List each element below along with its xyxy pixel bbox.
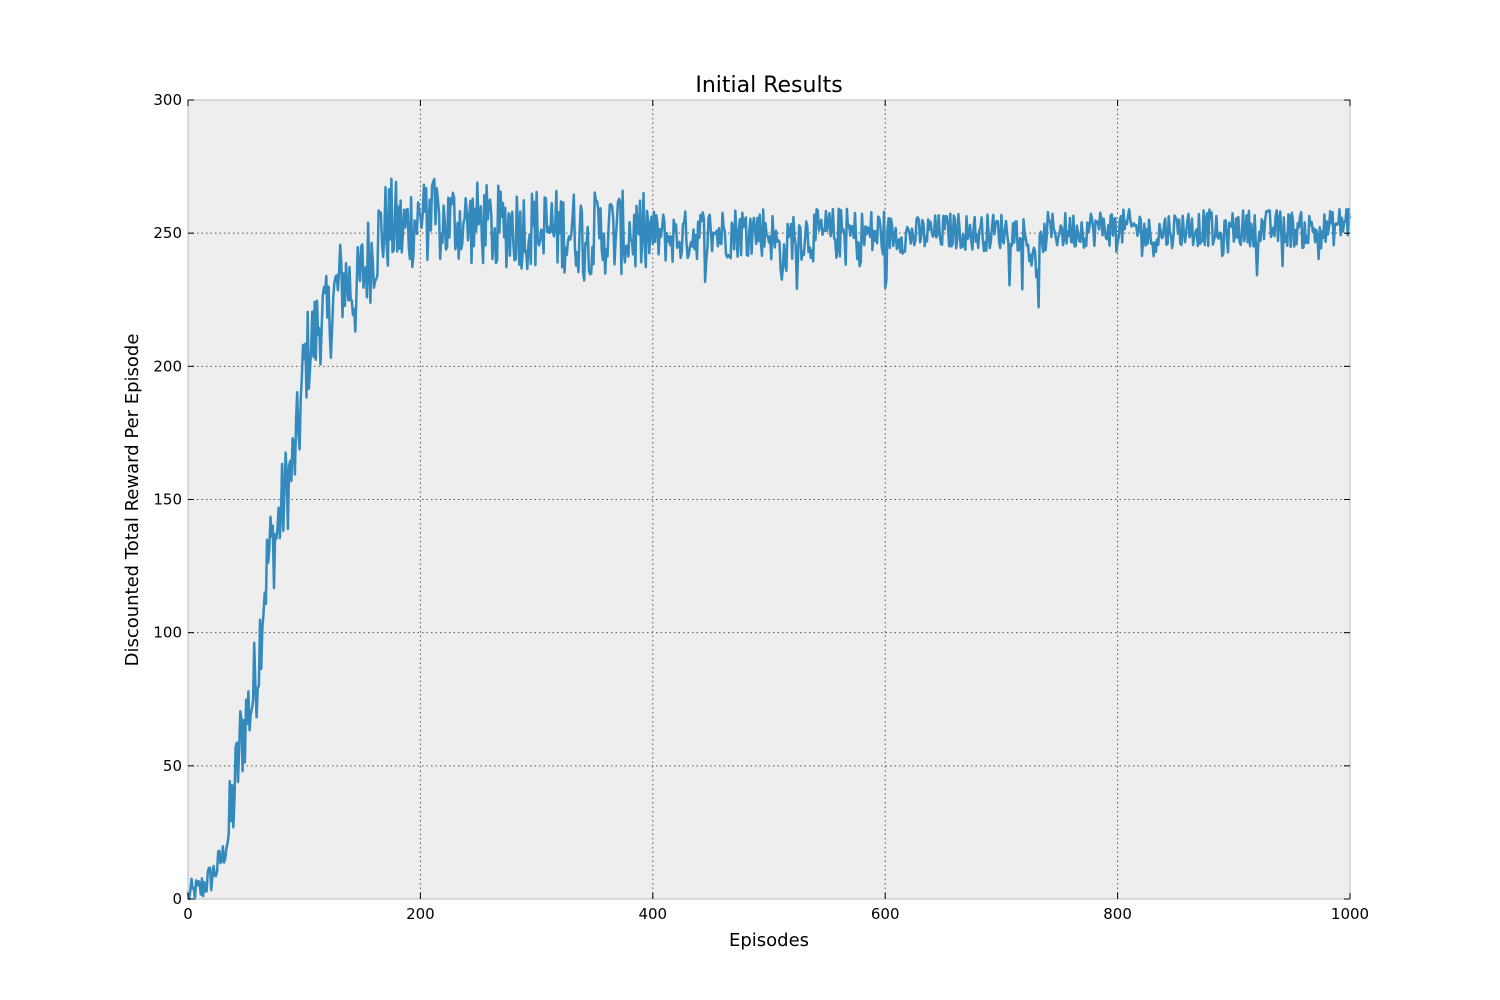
y-axis-label: Discounted Total Reward Per Episode (122, 334, 143, 667)
x-tick-label: 800 (1103, 905, 1132, 923)
x-tick-label: 1000 (1331, 905, 1369, 923)
x-tick-label: 600 (871, 905, 900, 923)
x-axis-ticks: 0 200 400 600 800 1000 (183, 100, 1369, 923)
y-tick-label: 200 (153, 357, 182, 375)
y-tick-label: 150 (153, 491, 182, 509)
x-tick-label: 0 (183, 905, 193, 923)
y-tick-label: 50 (163, 757, 182, 775)
grid-lines (188, 100, 1350, 899)
y-tick-label: 250 (153, 224, 182, 242)
y-axis-ticks: 0 50 100 150 200 250 300 (153, 91, 1350, 908)
chart-title: Initial Results (695, 73, 842, 98)
series-line (186, 177, 1352, 901)
y-tick-label: 0 (172, 890, 182, 908)
x-tick-label: 400 (638, 905, 667, 923)
y-tick-label: 300 (153, 91, 182, 109)
x-axis-label: Episodes (729, 930, 809, 951)
x-tick-label: 200 (406, 905, 435, 923)
y-tick-label: 100 (153, 624, 182, 642)
